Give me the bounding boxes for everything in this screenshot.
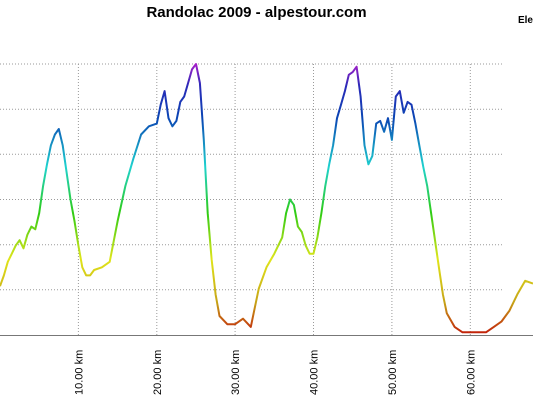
x-tick-label: 20.00 km	[152, 350, 164, 395]
x-axis-ticks: 10.00 km 20.00 km 30.00 km 40.00 km 50.00 km…	[73, 350, 477, 395]
elevation-line	[0, 63, 533, 334]
x-tick-label: 40.00 km	[309, 350, 321, 395]
series-layer	[0, 63, 533, 334]
x-tick-label: 30.00 km	[230, 350, 242, 395]
legend-label: Ele	[517, 15, 533, 26]
chart-title: Randolac 2009 - alpestour.com	[146, 4, 367, 21]
x-tick-label: 60.00 km	[465, 350, 477, 395]
grid	[0, 63, 533, 336]
x-tick-label: 10.00 km	[73, 350, 85, 395]
x-tick-label: 50.00 km	[387, 350, 399, 395]
